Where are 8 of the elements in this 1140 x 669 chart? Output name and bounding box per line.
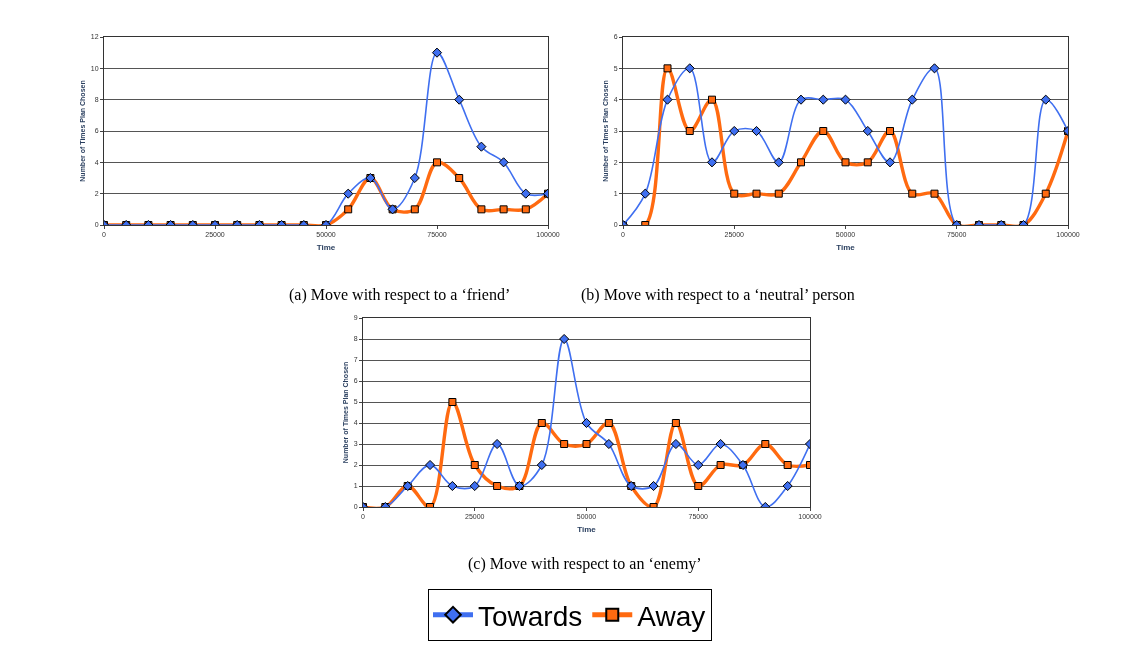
- x-axis-title: Time: [836, 242, 856, 252]
- text: (a) Move with respect to a ‘friend’: [289, 286, 511, 304]
- legend-label: Towards: [478, 600, 583, 632]
- x-axis-title: Time: [577, 524, 597, 534]
- legend-label: Away: [637, 600, 706, 632]
- text: (b) Move with respect to a ‘neutral’ person: [581, 286, 855, 304]
- x-axis-title: Time: [316, 242, 336, 252]
- text: (c) Move with respect to an ‘enemy’: [468, 555, 702, 573]
